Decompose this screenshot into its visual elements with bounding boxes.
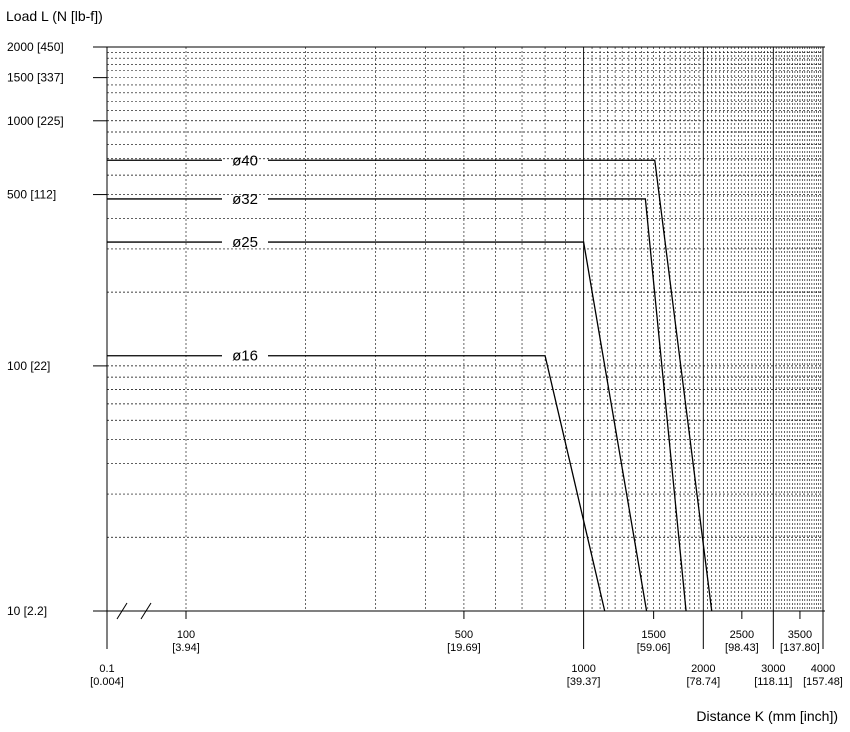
x-tick-label: 2000 [691, 663, 715, 675]
x-tick-sublabel: [98.43] [725, 642, 759, 654]
axes [93, 46, 825, 649]
x-tick-label: 2500 [730, 629, 754, 641]
x-axis-title: Distance K (mm [inch]) [696, 708, 838, 724]
series-label: ø32 [232, 191, 258, 208]
x-tick-sublabel: [157.48] [803, 676, 843, 688]
series-label: ø25 [232, 234, 258, 251]
x-tick-label: 500 [455, 629, 473, 641]
x-tick-label: 1000 [571, 663, 595, 675]
x-tick-sublabel: [59.06] [637, 642, 671, 654]
series-line [268, 198, 687, 612]
grid [107, 46, 824, 611]
x-tick-label: 3500 [788, 629, 812, 641]
x-tick-label: 4000 [811, 663, 835, 675]
tick-labels: 10 [2.2] 100 [22] 500 [112] 1000 [225] 1500 … [7, 40, 843, 688]
axis-break-mark [140, 602, 152, 620]
series-label: ø16 [232, 348, 258, 365]
y-tick-label: 10 [2.2] [7, 604, 47, 618]
y-axis-title: Load L (N [lb-f]) [6, 8, 103, 24]
x-tick-label: 3000 [761, 663, 785, 675]
x-tick-sublabel: [137.80] [780, 642, 820, 654]
x-tick-label: 0.1 [99, 663, 114, 675]
x-tick-sublabel: [78.74] [686, 676, 720, 688]
x-tick-sublabel: [118.11] [754, 676, 792, 688]
x-tick-label: 1500 [641, 629, 665, 641]
y-tick-label: 1500 [337] [7, 71, 64, 85]
x-tick-sublabel: [19.69] [447, 642, 481, 654]
series-lines: ø16 ø25 ø32 ø40 [107, 152, 713, 612]
x-tick-label: 100 [177, 629, 195, 641]
axis-break-mark [116, 602, 128, 620]
x-tick-sublabel: [39.37] [567, 676, 601, 688]
series-line [268, 159, 713, 612]
x-tick-sublabel: [0.004] [90, 676, 124, 688]
y-tick-label: 100 [22] [7, 359, 50, 373]
x-tick-sublabel: [3.94] [172, 642, 200, 654]
y-tick-label: 500 [112] [7, 188, 56, 202]
series-line [268, 241, 648, 612]
y-tick-label: 2000 [450] [7, 40, 64, 54]
series-label: ø40 [232, 152, 258, 169]
series-line [268, 355, 606, 612]
y-tick-label: 1000 [225] [7, 114, 64, 128]
